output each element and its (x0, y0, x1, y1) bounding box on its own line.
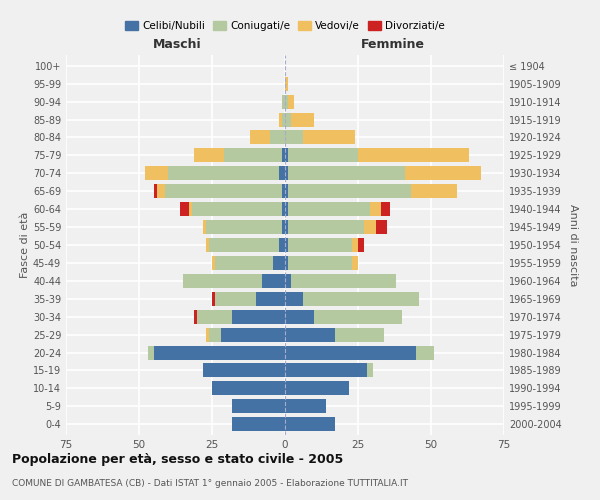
Bar (302, 130, 355, 144)
Bar (183, 274, 262, 288)
Bar (285, 310, 314, 324)
Bar (194, 310, 197, 324)
Bar (157, 184, 165, 198)
Bar (271, 130, 285, 144)
Bar (370, 202, 382, 216)
Bar (285, 202, 288, 216)
Bar (285, 382, 349, 396)
Bar (410, 184, 457, 198)
Bar (288, 166, 405, 180)
Legend: Celibi/Nubili, Coniugati/e, Vedovi/e, Divorziati/e: Celibi/Nubili, Coniugati/e, Vedovi/e, Di… (121, 16, 449, 35)
Bar (154, 184, 157, 198)
Bar (358, 238, 364, 252)
Bar (165, 184, 282, 198)
Bar (262, 274, 285, 288)
Bar (364, 220, 376, 234)
Bar (197, 310, 232, 324)
Bar (416, 346, 434, 360)
Text: COMUNE DI GAMBATESA (CB) - Dati ISTAT 1° gennaio 2005 - Elaborazione TUTTITALIA.: COMUNE DI GAMBATESA (CB) - Dati ISTAT 1°… (12, 479, 408, 488)
Bar (376, 220, 387, 234)
Bar (285, 76, 288, 90)
Bar (206, 220, 282, 234)
Text: Popolazione per età, sesso e stato civile - 2005: Popolazione per età, sesso e stato civil… (12, 452, 343, 466)
Bar (285, 274, 291, 288)
Bar (285, 346, 416, 360)
Bar (209, 328, 221, 342)
Bar (191, 202, 282, 216)
Bar (224, 148, 282, 162)
Bar (282, 184, 285, 198)
Bar (212, 292, 215, 306)
Bar (282, 112, 285, 126)
Bar (285, 220, 288, 234)
Bar (405, 166, 481, 180)
Bar (285, 328, 335, 342)
Bar (352, 256, 358, 270)
Bar (188, 202, 191, 216)
Bar (232, 310, 285, 324)
Bar (285, 94, 288, 108)
Y-axis label: Anni di nascita: Anni di nascita (568, 204, 578, 286)
Bar (250, 130, 271, 144)
Bar (206, 238, 209, 252)
Bar (285, 256, 288, 270)
Bar (212, 382, 285, 396)
Bar (285, 292, 302, 306)
Bar (221, 328, 285, 342)
Bar (285, 112, 291, 126)
Bar (168, 166, 279, 180)
Bar (279, 166, 285, 180)
Bar (145, 166, 168, 180)
Bar (215, 292, 256, 306)
Bar (314, 310, 402, 324)
Bar (285, 184, 288, 198)
Bar (279, 112, 282, 126)
Bar (285, 166, 288, 180)
Bar (288, 94, 294, 108)
Bar (206, 328, 209, 342)
Bar (288, 184, 410, 198)
Bar (288, 220, 364, 234)
Bar (209, 238, 279, 252)
Bar (302, 292, 419, 306)
Bar (285, 364, 367, 378)
Bar (285, 418, 335, 431)
Bar (180, 202, 188, 216)
Bar (288, 202, 370, 216)
Bar (288, 256, 352, 270)
Bar (367, 364, 373, 378)
Bar (256, 292, 285, 306)
Text: Maschi: Maschi (152, 38, 201, 52)
Bar (285, 238, 288, 252)
Bar (285, 148, 288, 162)
Text: Femmine: Femmine (361, 38, 425, 52)
Bar (282, 94, 285, 108)
Bar (215, 256, 274, 270)
Bar (288, 238, 352, 252)
Bar (282, 148, 285, 162)
Bar (288, 148, 358, 162)
Bar (232, 400, 285, 413)
Bar (352, 238, 358, 252)
Bar (285, 130, 302, 144)
Bar (285, 400, 326, 413)
Bar (203, 220, 206, 234)
Bar (291, 274, 396, 288)
Bar (274, 256, 285, 270)
Bar (148, 346, 154, 360)
Bar (212, 256, 215, 270)
Bar (291, 112, 314, 126)
Bar (203, 364, 285, 378)
Bar (282, 220, 285, 234)
Bar (358, 148, 469, 162)
Bar (382, 202, 390, 216)
Bar (232, 418, 285, 431)
Y-axis label: Fasce di età: Fasce di età (20, 212, 30, 278)
Bar (335, 328, 384, 342)
Bar (194, 148, 224, 162)
Bar (154, 346, 285, 360)
Bar (282, 202, 285, 216)
Bar (279, 238, 285, 252)
